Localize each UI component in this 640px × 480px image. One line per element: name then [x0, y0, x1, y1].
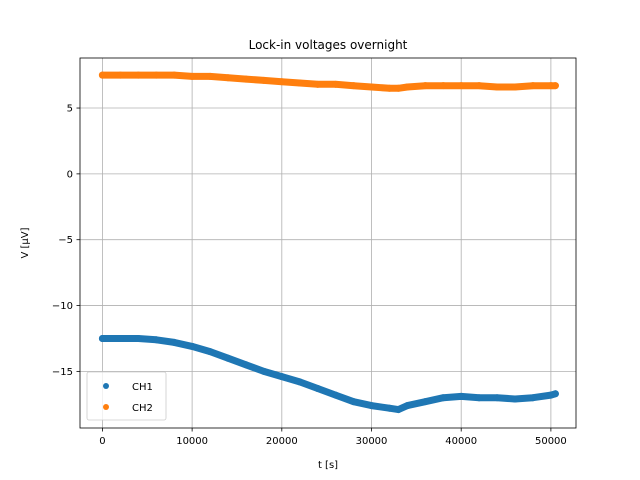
series-ch2: [98, 71, 559, 92]
data-point-ch1: [206, 348, 214, 356]
data-point-ch2: [394, 84, 402, 92]
y-tick-label: 0: [67, 169, 73, 180]
data-point-ch1: [314, 384, 322, 392]
legend-label-ch2: CH2: [132, 403, 153, 414]
data-point-ch2: [116, 71, 124, 79]
data-point-ch2: [439, 82, 447, 90]
data-point-ch2: [421, 82, 429, 90]
data-point-ch2: [260, 76, 268, 84]
data-point-ch2: [385, 84, 393, 92]
data-point-ch1: [394, 406, 402, 414]
y-axis-label: V [μV]: [20, 227, 31, 258]
data-point-ch1: [475, 394, 483, 402]
data-point-ch2: [188, 72, 196, 80]
grid: [80, 58, 576, 428]
x-ticks: 0 10000 20000 30000 40000 50000: [99, 428, 567, 447]
data-point-ch1: [260, 367, 268, 375]
data-point-ch1: [332, 391, 340, 399]
data-point-ch1: [296, 378, 304, 386]
y-tick-label: −10: [52, 301, 73, 312]
x-axis-label: t [s]: [318, 460, 338, 471]
x-tick-label: 30000: [356, 436, 388, 447]
axes-frame: [79, 57, 577, 429]
data-point-ch1: [551, 390, 559, 398]
chart-title: Lock-in voltages overnight: [249, 38, 408, 52]
legend-marker-ch1: [103, 383, 109, 389]
data-point-ch1: [278, 373, 286, 381]
data-point-ch2: [493, 83, 501, 91]
data-point-ch2: [529, 82, 537, 90]
data-point-ch2: [98, 71, 106, 79]
data-point-ch1: [439, 394, 447, 402]
data-point-ch1: [421, 398, 429, 406]
y-tick-label: −5: [58, 235, 73, 246]
data-point-ch1: [188, 342, 196, 350]
data-point-ch2: [368, 83, 376, 91]
legend-label-ch1: CH1: [132, 382, 153, 393]
data-point-ch1: [152, 336, 160, 344]
data-point-ch2: [134, 71, 142, 79]
x-tick-label: 10000: [176, 436, 208, 447]
data-point-ch1: [224, 354, 232, 362]
data-point-ch1: [134, 334, 142, 342]
data-point-ch2: [152, 71, 160, 79]
data-point-ch2: [314, 80, 322, 88]
x-tick-label: 0: [99, 436, 105, 447]
data-point-ch2: [170, 71, 178, 79]
x-tick-label: 40000: [445, 436, 477, 447]
data-point-ch2: [296, 79, 304, 87]
legend-marker-ch2: [103, 404, 109, 410]
series-layer: [98, 71, 559, 414]
data-point-ch1: [116, 334, 124, 342]
data-point-ch2: [350, 82, 358, 90]
data-point-ch1: [385, 404, 393, 412]
y-tick-label: −15: [52, 367, 73, 378]
y-ticks: −15 −10 −5 0 5: [52, 104, 80, 378]
legend: CH1 CH2: [86, 371, 167, 421]
data-point-ch1: [457, 392, 465, 400]
data-point-ch2: [403, 83, 411, 91]
data-point-ch2: [457, 82, 465, 90]
data-point-ch2: [332, 80, 340, 88]
series-band-ch2: [98, 71, 559, 92]
x-tick-label: 20000: [266, 436, 298, 447]
data-point-ch2: [242, 75, 250, 83]
data-point-ch1: [242, 361, 250, 369]
data-point-ch1: [493, 394, 501, 402]
data-point-ch2: [551, 82, 559, 90]
data-point-ch2: [511, 83, 519, 91]
data-point-ch2: [206, 72, 214, 80]
data-point-ch1: [350, 398, 358, 406]
data-point-ch1: [170, 338, 178, 346]
data-point-ch2: [278, 78, 286, 86]
series-band-ch1: [98, 335, 559, 414]
series-ch1: [98, 334, 559, 414]
data-point-ch1: [529, 394, 537, 402]
legend-box: [86, 371, 167, 421]
data-point-ch2: [224, 74, 232, 82]
data-point-ch1: [403, 402, 411, 410]
data-point-ch1: [98, 334, 106, 342]
data-point-ch1: [368, 402, 376, 410]
x-tick-label: 50000: [535, 436, 567, 447]
data-point-ch2: [475, 82, 483, 90]
y-tick-label: 5: [67, 104, 73, 115]
data-point-ch1: [511, 395, 519, 403]
